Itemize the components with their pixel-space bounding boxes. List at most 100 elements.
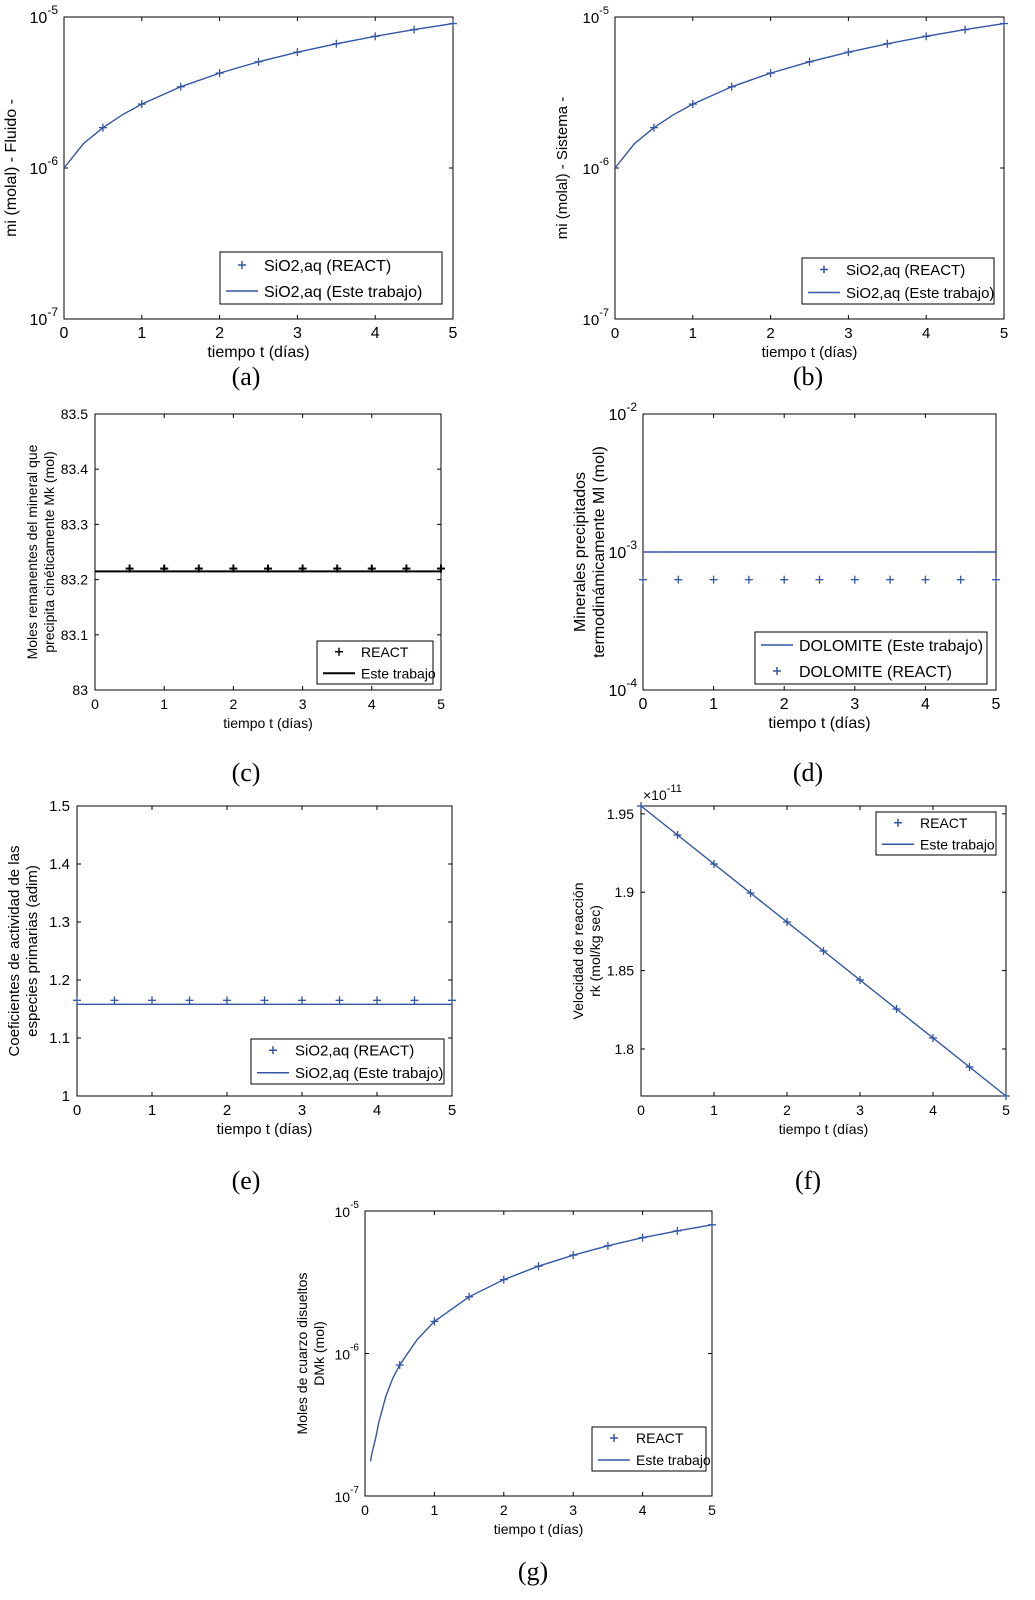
data-point-marker [956, 575, 965, 584]
data-point-marker [744, 575, 753, 584]
plot-area-frame [94, 413, 442, 691]
legend-box [219, 251, 443, 305]
x-tick-label: 2 [215, 325, 224, 342]
x-tick-label: 4 [922, 325, 930, 342]
x-tick-label: 5 [1002, 1102, 1010, 1118]
x-tick-label: 3 [569, 1502, 577, 1518]
x-tick-label: 1 [709, 696, 718, 713]
caption-g: (g) [517, 1557, 549, 1586]
x-tick-label: 1 [689, 325, 697, 342]
y-axis-label: mi (molal) - Sistema - [554, 97, 571, 240]
y-tick-label: 83.4 [61, 461, 88, 477]
legend-label: REACT [920, 815, 968, 831]
y-axis-label: especies primarias (adim) [24, 865, 41, 1037]
x-tick-label: 2 [783, 1102, 791, 1118]
x-tick-label: 0 [637, 1102, 645, 1118]
x-tick-label: 4 [639, 1502, 647, 1518]
legend: SiO2,aq (REACT) SiO2,aq (Este trabajo) [250, 1038, 445, 1085]
legend: SiO2,aq (REACT) SiO2,aq (Este trabajo) [219, 251, 443, 305]
legend-box [250, 1038, 445, 1085]
y-tick-label: 10-3 [609, 538, 638, 562]
data-point-marker [335, 996, 344, 1005]
y-tick-label: 10-5 [583, 5, 609, 27]
data-point-marker [992, 575, 1000, 584]
x-tick-label: 3 [844, 325, 852, 342]
y-axis-label: DMk (mol) [311, 1321, 327, 1386]
y-tick-label: 10-2 [609, 400, 638, 424]
legend: REACT Este trabajo [591, 1426, 711, 1472]
data-point-marker [373, 996, 381, 1005]
legend-label: Este trabajo [636, 1452, 711, 1468]
y-tick-label: 10-5 [335, 1200, 360, 1220]
x-tick-label: 5 [448, 1102, 456, 1119]
y-axis-label: Minerales precipitados [572, 472, 589, 632]
x-tick-label: 5 [708, 1502, 716, 1518]
y-axis-label: rk (mol/kg sec) [587, 905, 603, 997]
x-axis-label: tiempo t (días) [494, 1521, 583, 1537]
data-point-marker [780, 575, 789, 584]
x-tick-label: 2 [500, 1502, 508, 1518]
legend: REACT Este trabajo [316, 640, 436, 685]
chart-panel-f: 0 1 2 3 4 5 1.8 1.85 1.9 1.95 ×10-11 tiempo t (días… [570, 783, 1010, 1137]
data-point-marker [260, 996, 269, 1005]
data-point-marker [886, 575, 895, 584]
data-point-marker [73, 996, 81, 1005]
legend-label: Este trabajo [361, 665, 436, 681]
legend-label: REACT [636, 1430, 684, 1446]
legend-label: Este trabajo [920, 836, 995, 852]
y-tick-label: 10-4 [609, 676, 638, 700]
legend-label: REACT [361, 644, 409, 660]
y-axis-label: Velocidad de reacción [570, 883, 586, 1020]
legend-label: SiO2,aq (Este trabajo) [846, 285, 994, 302]
y-axis-label: Moles de cuarzo disueltos [294, 1273, 310, 1435]
x-tick-label: 5 [449, 325, 458, 342]
series-line [63, 22, 454, 169]
x-tick-label: 2 [223, 1102, 231, 1119]
y-tick-label: 10-7 [335, 1485, 360, 1505]
x-tick-label: 3 [850, 696, 859, 713]
y-tick-label: 83.5 [61, 406, 88, 422]
y-tick-label: 83.1 [61, 627, 88, 643]
x-tick-label: 4 [373, 1102, 381, 1119]
x-tick-label: 0 [60, 325, 69, 342]
x-tick-label: 1 [160, 696, 168, 712]
y-tick-label: 10-7 [30, 305, 59, 329]
y-axis-label: Moles remanentes del mineral que [24, 444, 40, 659]
y-tick-label: 1.4 [49, 856, 70, 873]
x-tick-label: 3 [293, 325, 302, 342]
caption-d: (d) [792, 758, 824, 787]
caption-f: (f) [795, 1166, 821, 1195]
y-tick-label: 1.95 [607, 806, 634, 822]
chart-panel-b: 0 1 2 3 4 5 10-7 10-6 10-5 tiempo t (días) mi (mol… [554, 5, 1008, 361]
series-line [614, 22, 1005, 169]
legend-label: SiO2,aq (REACT) [846, 262, 965, 279]
data-point-marker [448, 996, 456, 1005]
y-tick-label: 10-6 [30, 154, 59, 178]
y-tick-label: 1.9 [615, 884, 635, 900]
legend-box [591, 1426, 707, 1472]
chart-panel-d: 0 1 2 3 4 5 10-4 10-3 10-2 tiempo t (días) Mineral… [572, 400, 1001, 732]
caption-e: (e) [231, 1166, 261, 1195]
y-tick-label: 1.1 [49, 1030, 70, 1047]
x-tick-label: 1 [431, 1502, 439, 1518]
caption-c: (c) [231, 758, 261, 787]
data-point-marker [674, 575, 683, 584]
series-line [369, 1224, 713, 1462]
legend-label: DOLOMITE (REACT) [799, 664, 952, 681]
x-tick-label: 2 [780, 696, 789, 713]
x-tick-label: 3 [298, 1102, 306, 1119]
y-tick-label: 1.3 [49, 914, 70, 931]
data-point-marker [709, 575, 718, 584]
data-point-marker [850, 575, 859, 584]
y-tick-label: 83 [72, 682, 88, 698]
y-multiplier-label: ×10-11 [643, 783, 682, 803]
x-axis-label: tiempo t (días) [223, 715, 312, 731]
x-tick-label: 1 [148, 1102, 156, 1119]
x-tick-label: 0 [611, 325, 619, 342]
x-axis-label: tiempo t (días) [779, 1121, 868, 1137]
legend-box [754, 631, 988, 685]
y-tick-label: 1.5 [49, 798, 70, 815]
data-point-marker [110, 996, 119, 1005]
legend-label: SiO2,aq (Este trabajo) [264, 284, 422, 301]
